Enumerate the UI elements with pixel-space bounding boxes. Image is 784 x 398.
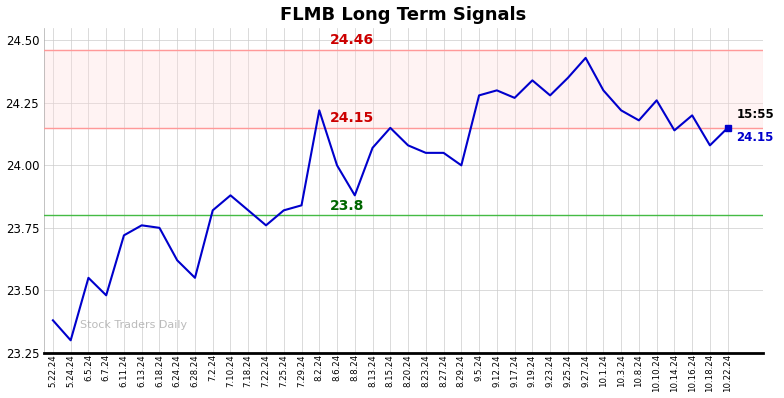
- Text: 23.8: 23.8: [330, 199, 365, 213]
- Text: 24.15: 24.15: [736, 131, 774, 144]
- Text: 15:55: 15:55: [736, 107, 775, 121]
- Title: FLMB Long Term Signals: FLMB Long Term Signals: [281, 6, 527, 23]
- Bar: [44, 51, 763, 128]
- Text: Stock Traders Daily: Stock Traders Daily: [80, 320, 187, 330]
- Text: 24.46: 24.46: [330, 33, 374, 47]
- Text: 24.15: 24.15: [330, 111, 374, 125]
